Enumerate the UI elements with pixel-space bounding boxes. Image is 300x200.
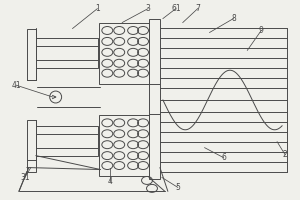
Text: 5: 5: [176, 183, 180, 192]
Text: 2: 2: [283, 150, 287, 159]
Text: 1: 1: [95, 4, 100, 13]
Text: 9: 9: [259, 26, 264, 35]
Text: 41: 41: [11, 81, 21, 90]
Text: 31: 31: [20, 173, 30, 182]
Bar: [36, 126, 98, 156]
Bar: [99, 115, 149, 176]
Text: 3: 3: [146, 4, 151, 13]
Text: 8: 8: [231, 14, 236, 23]
Bar: [27, 120, 36, 172]
Bar: [149, 19, 160, 84]
Text: 4: 4: [108, 177, 113, 186]
Bar: [149, 114, 160, 179]
Text: 6: 6: [221, 153, 226, 162]
Text: 61: 61: [171, 4, 181, 13]
Bar: [36, 38, 98, 68]
Bar: [99, 23, 149, 84]
Bar: [27, 28, 36, 80]
Text: 7: 7: [195, 4, 200, 13]
